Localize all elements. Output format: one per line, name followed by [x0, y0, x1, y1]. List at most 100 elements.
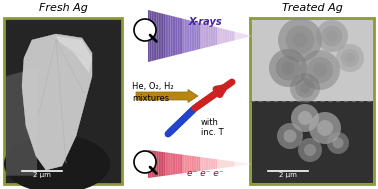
Circle shape — [326, 30, 338, 42]
Polygon shape — [193, 156, 195, 172]
Polygon shape — [150, 150, 152, 178]
Polygon shape — [153, 151, 155, 177]
Polygon shape — [172, 16, 174, 56]
Circle shape — [277, 123, 303, 149]
Polygon shape — [160, 13, 162, 59]
Circle shape — [136, 153, 154, 171]
Circle shape — [304, 144, 316, 156]
Polygon shape — [248, 163, 250, 164]
Polygon shape — [191, 21, 193, 51]
Polygon shape — [56, 36, 92, 73]
Polygon shape — [228, 30, 229, 42]
Circle shape — [269, 49, 307, 87]
Polygon shape — [245, 34, 247, 38]
Circle shape — [276, 56, 301, 80]
Polygon shape — [214, 26, 215, 46]
Polygon shape — [209, 25, 211, 47]
Polygon shape — [152, 11, 153, 61]
Bar — [251, 101, 372, 183]
Polygon shape — [205, 158, 207, 170]
Polygon shape — [240, 33, 242, 39]
Polygon shape — [164, 14, 165, 58]
Text: He, O₂, H₂: He, O₂, H₂ — [132, 81, 174, 91]
Polygon shape — [203, 24, 205, 48]
Circle shape — [136, 21, 154, 39]
Polygon shape — [219, 160, 221, 168]
Polygon shape — [184, 19, 186, 53]
Bar — [4, 18, 122, 184]
Polygon shape — [184, 155, 186, 173]
Text: e⁻ e⁻ e⁻: e⁻ e⁻ e⁻ — [187, 170, 223, 178]
Polygon shape — [233, 161, 235, 167]
Polygon shape — [190, 156, 191, 172]
Polygon shape — [214, 159, 215, 169]
Circle shape — [345, 53, 355, 63]
Polygon shape — [223, 29, 224, 43]
Polygon shape — [148, 10, 150, 62]
Text: Fresh Ag: Fresh Ag — [39, 3, 87, 13]
Circle shape — [291, 104, 319, 132]
Polygon shape — [207, 158, 209, 170]
Polygon shape — [202, 23, 203, 49]
Polygon shape — [247, 35, 248, 37]
Polygon shape — [165, 152, 167, 176]
Polygon shape — [183, 155, 184, 173]
Polygon shape — [233, 31, 235, 41]
Polygon shape — [231, 161, 233, 167]
Bar — [6, 19, 121, 183]
Polygon shape — [211, 158, 212, 170]
Polygon shape — [152, 150, 153, 177]
Circle shape — [292, 32, 308, 48]
Polygon shape — [162, 152, 164, 176]
Polygon shape — [188, 20, 190, 52]
Polygon shape — [191, 156, 193, 172]
Circle shape — [309, 112, 341, 144]
Polygon shape — [179, 18, 181, 54]
Polygon shape — [229, 161, 231, 167]
Polygon shape — [238, 33, 240, 40]
Polygon shape — [226, 29, 228, 43]
Polygon shape — [188, 155, 190, 173]
Polygon shape — [170, 153, 172, 175]
Polygon shape — [203, 157, 205, 170]
Bar — [251, 19, 372, 101]
Circle shape — [281, 61, 294, 75]
Polygon shape — [181, 154, 183, 174]
Polygon shape — [179, 154, 181, 174]
Polygon shape — [155, 151, 156, 177]
Polygon shape — [186, 19, 188, 53]
Text: X-rays: X-rays — [188, 17, 222, 27]
Polygon shape — [156, 151, 158, 177]
Circle shape — [322, 26, 342, 46]
Polygon shape — [176, 154, 177, 174]
Polygon shape — [226, 160, 228, 167]
Polygon shape — [22, 34, 92, 170]
Polygon shape — [160, 152, 162, 176]
Polygon shape — [235, 162, 236, 166]
Polygon shape — [156, 12, 158, 60]
Polygon shape — [167, 15, 169, 57]
Polygon shape — [245, 163, 247, 165]
Polygon shape — [174, 153, 176, 174]
Polygon shape — [229, 30, 231, 42]
Circle shape — [298, 111, 312, 125]
Polygon shape — [197, 22, 198, 50]
Polygon shape — [200, 157, 202, 171]
Polygon shape — [150, 10, 152, 62]
Polygon shape — [170, 16, 172, 56]
Ellipse shape — [4, 135, 110, 189]
Circle shape — [316, 20, 348, 52]
Polygon shape — [217, 27, 219, 45]
Polygon shape — [231, 31, 233, 41]
Polygon shape — [153, 11, 155, 61]
Text: Treated Ag: Treated Ag — [282, 3, 342, 13]
Polygon shape — [242, 33, 243, 39]
Polygon shape — [193, 21, 195, 51]
Polygon shape — [197, 156, 198, 171]
Circle shape — [341, 49, 359, 67]
Bar — [250, 18, 374, 184]
Polygon shape — [164, 152, 165, 176]
Polygon shape — [228, 161, 229, 167]
Circle shape — [286, 26, 314, 54]
Polygon shape — [158, 151, 160, 177]
